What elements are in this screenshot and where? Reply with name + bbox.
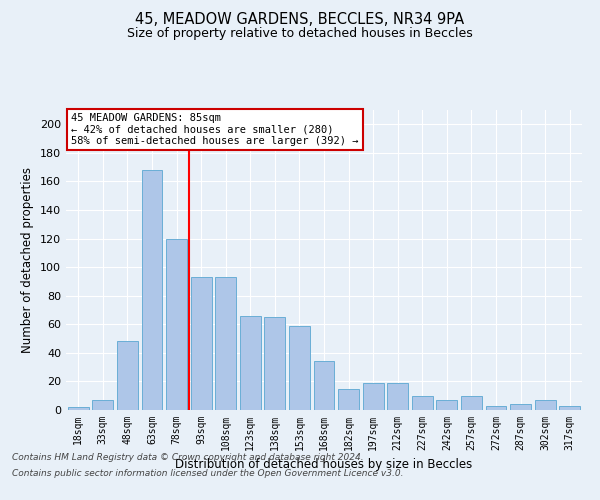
Text: Size of property relative to detached houses in Beccles: Size of property relative to detached ho…: [127, 28, 473, 40]
Text: 45, MEADOW GARDENS, BECCLES, NR34 9PA: 45, MEADOW GARDENS, BECCLES, NR34 9PA: [136, 12, 464, 28]
Bar: [510, 404, 531, 410]
Bar: [265, 317, 286, 410]
Bar: [387, 383, 408, 410]
Bar: [117, 342, 138, 410]
Bar: [215, 277, 236, 410]
X-axis label: Distribution of detached houses by size in Beccles: Distribution of detached houses by size …: [175, 458, 473, 471]
Bar: [412, 396, 433, 410]
Bar: [142, 170, 163, 410]
Bar: [436, 400, 457, 410]
Y-axis label: Number of detached properties: Number of detached properties: [22, 167, 34, 353]
Bar: [485, 406, 506, 410]
Bar: [559, 406, 580, 410]
Bar: [191, 277, 212, 410]
Text: 45 MEADOW GARDENS: 85sqm
← 42% of detached houses are smaller (280)
58% of semi-: 45 MEADOW GARDENS: 85sqm ← 42% of detach…: [71, 113, 359, 146]
Bar: [338, 388, 359, 410]
Bar: [92, 400, 113, 410]
Text: Contains HM Land Registry data © Crown copyright and database right 2024.: Contains HM Land Registry data © Crown c…: [12, 454, 364, 462]
Bar: [240, 316, 261, 410]
Text: Contains public sector information licensed under the Open Government Licence v3: Contains public sector information licen…: [12, 468, 404, 477]
Bar: [535, 400, 556, 410]
Bar: [166, 238, 187, 410]
Bar: [362, 383, 383, 410]
Bar: [314, 362, 334, 410]
Bar: [289, 326, 310, 410]
Bar: [461, 396, 482, 410]
Bar: [68, 407, 89, 410]
